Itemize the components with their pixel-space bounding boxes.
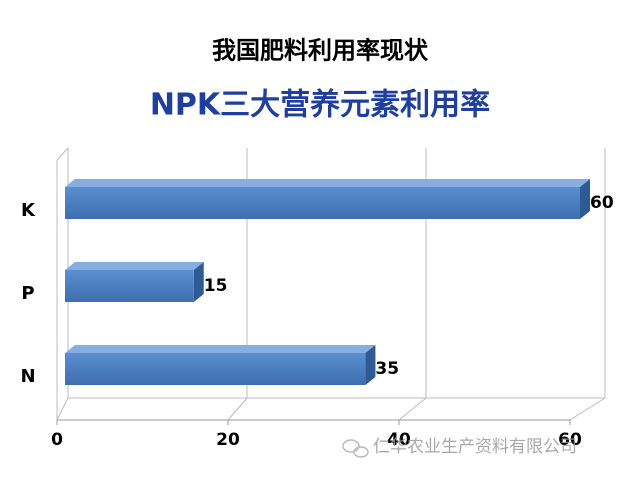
y-tick-label: K [21, 200, 36, 221]
bar-side [580, 179, 590, 219]
value-label: 60 [590, 193, 614, 213]
bar-top [65, 262, 204, 270]
chart-title: 我国肥料利用率现状 [212, 36, 429, 65]
x-tick-label: 40 [387, 430, 411, 450]
x-tick-label: 20 [216, 430, 240, 450]
value-label: 35 [375, 359, 399, 379]
bar-side [365, 345, 376, 385]
grid-line [56, 397, 69, 421]
y-tick-label: P [21, 283, 34, 304]
bar [65, 187, 580, 219]
chart-subtitle: NPK三大营养元素利用率 [150, 88, 490, 123]
value-label: 15 [204, 276, 228, 296]
x-tick-label: 60 [558, 430, 582, 450]
bar-side [193, 262, 204, 302]
x-tick-label: 0 [51, 430, 63, 450]
watermark: 仁华农业生产资料有限公司 [373, 437, 577, 457]
watermark-icon [342, 439, 369, 458]
bar-top [65, 179, 590, 187]
y-tick-label: N [20, 366, 35, 387]
axis-wall [56, 147, 69, 161]
bar-top [65, 345, 376, 353]
bar [65, 270, 194, 302]
grid-line [398, 397, 427, 421]
grid-line [227, 397, 248, 421]
grid-line [569, 397, 606, 421]
bar [65, 353, 366, 385]
